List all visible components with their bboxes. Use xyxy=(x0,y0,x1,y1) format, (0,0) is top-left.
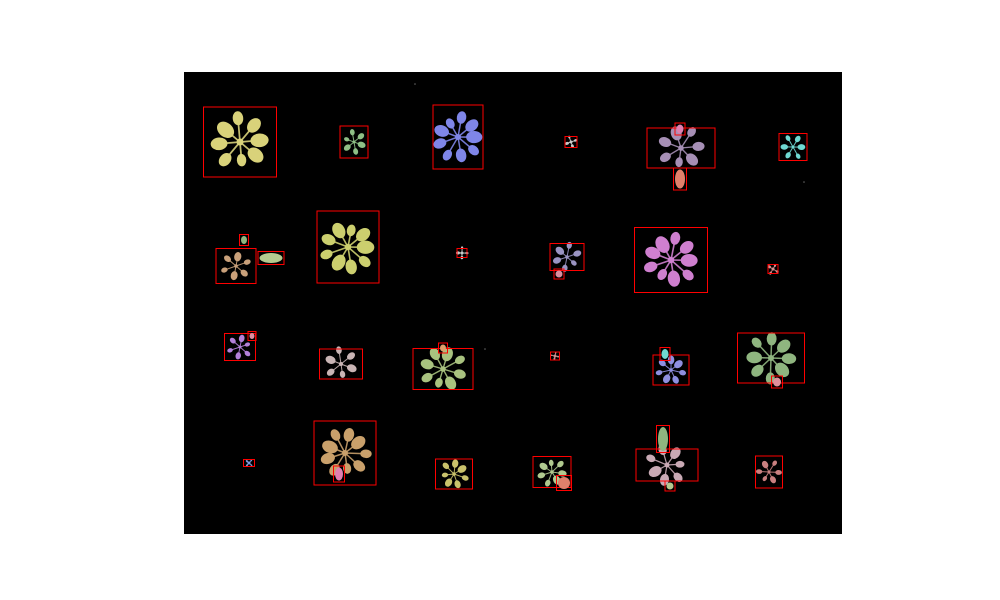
bounding-box-extra xyxy=(673,167,687,191)
bounding-box-extra xyxy=(556,475,572,491)
plant-r3c3 xyxy=(420,347,466,390)
bounding-box-r4c3 xyxy=(435,458,473,490)
plant-r4c2 xyxy=(320,427,372,476)
plant-r3c5 xyxy=(655,355,687,384)
bounding-box-r2c1 xyxy=(215,248,257,284)
plant-r1c6 xyxy=(780,135,806,159)
plant-r2c5 xyxy=(644,231,698,287)
plant-r4c5 xyxy=(646,444,685,486)
detached-leaf xyxy=(259,253,283,263)
bounding-box-r3c5 xyxy=(652,354,690,386)
bounding-box-r2c3 xyxy=(456,248,468,258)
bounding-box-extra xyxy=(659,347,671,361)
bounding-box-r4c4 xyxy=(532,456,572,488)
tray-canvas xyxy=(203,83,808,492)
detached-leaf xyxy=(676,124,684,134)
detached-leaf xyxy=(675,169,685,189)
detached-leaf xyxy=(658,427,668,451)
bounding-box-extra xyxy=(656,425,670,453)
bounding-box-extra xyxy=(239,234,249,246)
bounding-box-r1c4 xyxy=(564,136,578,148)
speck xyxy=(484,348,486,350)
bounding-box-r2c2 xyxy=(316,210,380,284)
bounding-box-extra xyxy=(333,465,345,483)
detached-leaf xyxy=(666,482,674,490)
bounding-box-extra xyxy=(771,375,783,389)
plant-r2c2 xyxy=(320,222,375,275)
detached-leaf xyxy=(555,270,563,278)
plant-r3c6 xyxy=(746,332,797,385)
plant-r1c1 xyxy=(210,111,269,167)
detached-leaf xyxy=(335,467,343,481)
bounding-box-extra xyxy=(247,331,257,341)
bounding-box-r3c4 xyxy=(550,351,560,361)
detached-leaf xyxy=(241,236,247,244)
plant-r4c3 xyxy=(441,459,469,489)
plant-r1c5 xyxy=(658,126,705,168)
bounding-box-r1c3 xyxy=(432,104,484,170)
plant-r2c1 xyxy=(221,252,251,281)
plant-r2c4 xyxy=(552,241,582,272)
plant-r1c2 xyxy=(343,129,366,155)
plant-r4c6 xyxy=(755,460,782,484)
plant-r1c3 xyxy=(433,111,483,163)
speck xyxy=(803,181,805,183)
detached-leaf xyxy=(440,344,446,352)
plant-r3c2 xyxy=(325,346,357,378)
bounding-box-extra xyxy=(664,480,676,492)
detached-leaf xyxy=(773,377,781,387)
bounding-box-r2c6 xyxy=(767,264,779,274)
bounding-box-r4c2 xyxy=(313,420,377,486)
plant-r3c4 xyxy=(550,351,560,361)
bounding-box-r3c1 xyxy=(224,333,256,361)
bounding-box-extra xyxy=(553,268,565,280)
detached-leaf xyxy=(249,333,255,339)
bounding-box-r1c6 xyxy=(778,133,808,161)
bounding-box-extra xyxy=(674,122,686,136)
bounding-box-extra xyxy=(438,342,448,354)
bounding-box-r1c2 xyxy=(339,125,369,159)
detached-leaf xyxy=(661,349,669,359)
bounding-box-r4c1 xyxy=(243,459,255,467)
bounding-box-r2c4 xyxy=(549,243,585,271)
plant-r4c1 xyxy=(245,459,253,467)
bounding-box-r2c5 xyxy=(634,227,708,293)
plant-r1c4 xyxy=(565,135,578,148)
speck xyxy=(414,83,416,85)
bounding-box-r1c1 xyxy=(203,106,277,178)
bounding-box-extra xyxy=(257,251,285,265)
plant-tray-image xyxy=(184,72,842,534)
bounding-box-r3c2 xyxy=(319,348,363,380)
bounding-box-r4c6 xyxy=(755,455,783,489)
detached-leaf xyxy=(558,477,570,489)
plant-r3c1 xyxy=(227,334,251,360)
